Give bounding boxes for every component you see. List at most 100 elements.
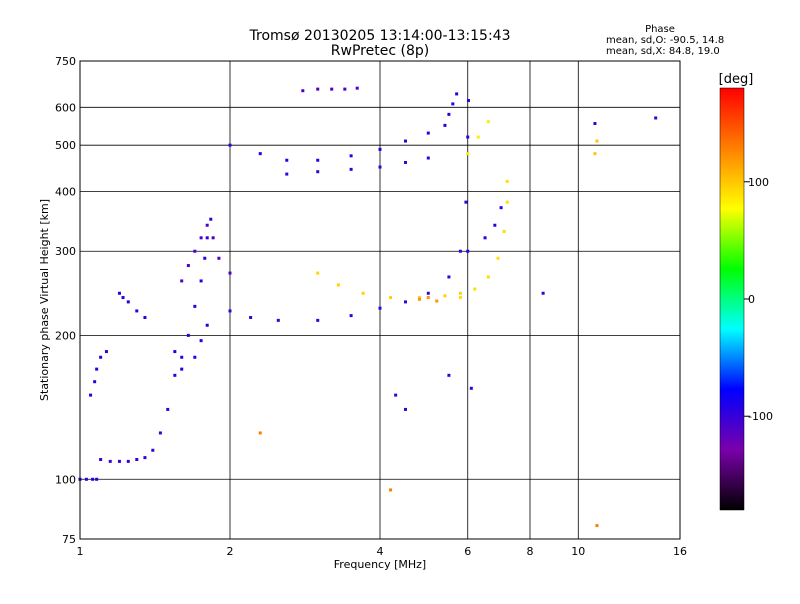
data-point xyxy=(126,459,130,463)
data-point xyxy=(593,152,597,156)
phase-stats: Phase mean, sd,O: -90.5, 14.8 mean, sd,X… xyxy=(606,24,724,57)
colorbar: [deg] 100 0 -100 xyxy=(719,72,773,511)
data-point xyxy=(276,318,280,322)
data-point xyxy=(378,147,382,151)
data-point xyxy=(469,386,473,390)
data-point xyxy=(349,314,353,318)
data-point xyxy=(104,350,108,354)
x-tick-label: 4 xyxy=(377,545,384,558)
data-point xyxy=(180,367,184,371)
data-point xyxy=(426,131,430,135)
data-point xyxy=(426,296,430,300)
data-point xyxy=(451,102,455,106)
data-point xyxy=(336,283,340,287)
data-point xyxy=(466,99,470,103)
data-point xyxy=(496,256,500,260)
data-point xyxy=(203,256,207,260)
data-point xyxy=(249,315,253,319)
data-point xyxy=(186,333,190,337)
data-point xyxy=(426,291,430,295)
data-point xyxy=(93,380,97,384)
data-point xyxy=(209,217,213,221)
data-point xyxy=(173,350,177,354)
data-point xyxy=(258,152,262,156)
x-tick-label: 8 xyxy=(527,545,534,558)
y-tick-label: 600 xyxy=(55,101,76,114)
data-point xyxy=(378,306,382,310)
data-point xyxy=(316,170,320,174)
data-point xyxy=(316,318,320,322)
data-point xyxy=(502,229,506,233)
data-point xyxy=(285,172,289,176)
plot-frame xyxy=(79,60,681,540)
data-point xyxy=(228,143,232,147)
y-tick-label: 750 xyxy=(55,55,76,68)
x-tick-label: 1 xyxy=(77,545,84,558)
data-point xyxy=(394,393,398,397)
y-tick-label: 500 xyxy=(55,139,76,152)
data-point xyxy=(193,304,197,308)
data-point xyxy=(417,296,421,300)
data-point xyxy=(217,256,221,260)
y-axis-label: Stationary phase Virtual Height [km] xyxy=(38,199,51,401)
data-point xyxy=(349,154,353,158)
x-tick-label: 10 xyxy=(571,545,585,558)
data-point xyxy=(258,431,262,435)
data-point xyxy=(505,179,509,183)
data-point xyxy=(403,407,407,411)
data-point xyxy=(135,309,139,313)
y-tick-label: 75 xyxy=(62,533,76,546)
data-point xyxy=(99,457,103,461)
data-point xyxy=(464,200,468,204)
phase-stats-x: mean, sd,X: 84.8, 19.0 xyxy=(606,46,720,57)
colorbar-tick-label: 0 xyxy=(748,293,755,306)
y-tick-labels: 75 100 200 300 400 500 600 750 xyxy=(55,55,76,546)
data-point xyxy=(389,488,393,492)
phase-stats-o: mean, sd,O: -90.5, 14.8 xyxy=(606,35,724,46)
data-point xyxy=(151,448,155,452)
colorbar-gradient xyxy=(719,87,745,511)
data-point xyxy=(458,296,462,300)
data-point xyxy=(316,271,320,275)
data-point xyxy=(205,323,209,327)
y-tick-label: 100 xyxy=(55,473,76,486)
data-point xyxy=(121,296,125,300)
data-point xyxy=(403,300,407,304)
data-point xyxy=(193,249,197,253)
data-point xyxy=(211,236,215,240)
x-tick-labels: 1 2 4 6 8 10 16 xyxy=(77,545,688,558)
data-point xyxy=(316,158,320,162)
data-point xyxy=(143,456,147,460)
x-tick-label: 2 xyxy=(227,545,234,558)
data-point xyxy=(180,355,184,359)
data-point xyxy=(205,236,209,240)
data-point xyxy=(417,297,421,301)
data-point xyxy=(199,279,203,283)
data-point xyxy=(89,393,93,397)
data-point xyxy=(595,139,599,143)
data-point xyxy=(447,373,451,377)
data-point xyxy=(135,457,139,461)
data-point xyxy=(447,275,451,279)
data-point xyxy=(301,89,305,93)
data-point xyxy=(595,524,599,528)
data-point xyxy=(143,315,147,319)
data-point xyxy=(193,355,197,359)
data-point xyxy=(199,236,203,240)
data-point xyxy=(458,291,462,295)
y-tick-label: 200 xyxy=(55,329,76,342)
data-point xyxy=(443,294,447,298)
data-point xyxy=(205,223,209,227)
data-point xyxy=(95,367,99,371)
data-point xyxy=(173,373,177,377)
data-point xyxy=(466,249,470,253)
y-tick-label: 400 xyxy=(55,185,76,198)
data-point xyxy=(117,459,121,463)
data-point xyxy=(117,291,121,295)
data-point xyxy=(499,206,503,210)
data-point xyxy=(285,158,289,162)
x-axis-label: Frequency [MHz] xyxy=(334,558,426,571)
data-point xyxy=(455,92,459,96)
x-tick-label: 16 xyxy=(673,545,687,558)
